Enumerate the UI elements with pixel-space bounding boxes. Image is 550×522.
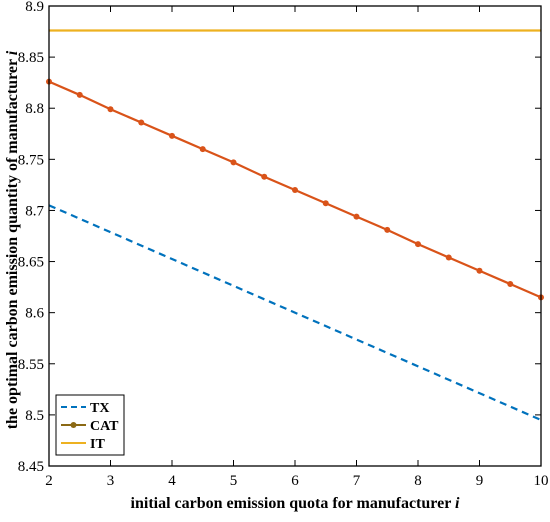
y-axis-label-var: i	[4, 50, 21, 55]
legend-marker-cat	[70, 422, 77, 428]
data-point-cat	[169, 132, 175, 139]
data-point-cat	[322, 200, 329, 207]
y-tick-label: 8.85	[18, 50, 44, 66]
series-line-tx	[48, 204, 542, 422]
legend: TX CAT IT	[55, 394, 125, 456]
y-tick-label: 8.9	[25, 0, 44, 15]
y-axis-label: the optimal carbon emission quantity of …	[4, 50, 21, 429]
plot-background	[49, 6, 541, 466]
x-tick-label: 9	[476, 473, 484, 489]
data-point-cat	[199, 146, 206, 153]
legend-label-tx: TX	[90, 401, 109, 416]
x-tick-label: 5	[230, 473, 238, 489]
x-tick-label: 10	[534, 473, 549, 489]
data-point-cat	[415, 241, 421, 248]
data-point-cat	[445, 254, 452, 261]
data-point-cat	[107, 106, 114, 113]
x-axis-label-text: initial carbon emission quota for manufa…	[131, 495, 452, 512]
data-point-cat	[384, 226, 391, 233]
y-tick-label: 8.8	[25, 101, 44, 117]
x-tick-label: 6	[291, 473, 299, 489]
x-tick-label: 3	[107, 473, 115, 489]
data-point-cat	[507, 281, 514, 288]
series-layer	[46, 29, 544, 422]
y-tick-label: 8.6	[25, 306, 44, 322]
y-tick-label: 8.7	[25, 203, 44, 219]
y-axis-label-text: the optimal carbon emission quantity of …	[4, 59, 21, 429]
y-tick-label: 8.5	[25, 408, 44, 424]
data-point-cat	[230, 159, 237, 166]
data-point-cat	[353, 213, 360, 220]
x-tick-label: 2	[45, 473, 53, 489]
ticks-layer: 2 3 4 5 6 7 8 9 10 8.45 8.5 8.55 8.6 8.65 8.7 8.75 8.8 8.…	[18, 0, 549, 489]
legend-label-it: IT	[90, 437, 105, 452]
x-axis-label-var: i	[455, 495, 460, 512]
data-point-cat	[292, 187, 298, 193]
y-tick-label: 8.45	[18, 459, 44, 475]
y-tick-label: 8.55	[18, 357, 44, 373]
legend-label-cat: CAT	[90, 419, 119, 434]
x-tick-label: 7	[353, 473, 361, 489]
data-point-cat	[76, 91, 83, 98]
data-point-cat	[138, 119, 145, 126]
data-point-cat	[261, 173, 268, 180]
data-point-cat	[476, 267, 483, 274]
x-tick-label: 8	[414, 473, 422, 489]
x-axis-label: initial carbon emission quota for manufa…	[131, 495, 460, 512]
y-tick-label: 8.75	[18, 152, 44, 168]
y-tick-label: 8.65	[18, 255, 44, 271]
x-tick-label: 4	[168, 473, 176, 489]
plot-frame	[48, 5, 542, 467]
